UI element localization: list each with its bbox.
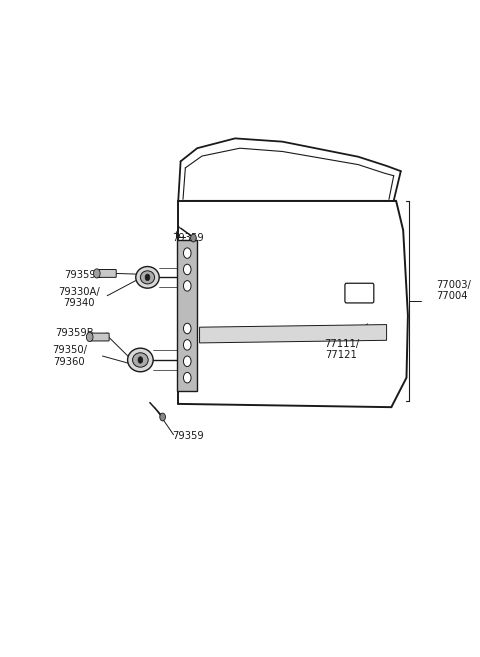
Text: 79359B: 79359B (64, 270, 103, 280)
Ellipse shape (132, 353, 148, 367)
Text: 79359: 79359 (172, 233, 204, 243)
Circle shape (138, 357, 143, 363)
Circle shape (183, 281, 191, 291)
Circle shape (183, 323, 191, 334)
Circle shape (191, 234, 196, 242)
Circle shape (183, 356, 191, 367)
Ellipse shape (140, 271, 155, 284)
FancyBboxPatch shape (91, 333, 109, 341)
Ellipse shape (136, 267, 159, 288)
Text: 79359B: 79359B (55, 328, 94, 338)
Ellipse shape (128, 348, 153, 372)
Text: 79330A/
79340: 79330A/ 79340 (58, 287, 100, 309)
Text: 79350/
79360: 79350/ 79360 (52, 345, 87, 367)
Text: 77003/
77004: 77003/ 77004 (436, 280, 471, 302)
Circle shape (183, 373, 191, 383)
Text: 77111/
77121: 77111/ 77121 (324, 338, 359, 360)
Circle shape (94, 269, 100, 278)
FancyBboxPatch shape (98, 269, 116, 277)
Polygon shape (177, 240, 197, 391)
Circle shape (183, 340, 191, 350)
Circle shape (183, 248, 191, 258)
Circle shape (145, 274, 150, 281)
Circle shape (183, 264, 191, 275)
Circle shape (86, 332, 93, 342)
Polygon shape (200, 325, 386, 343)
FancyBboxPatch shape (345, 283, 374, 303)
Text: 79359: 79359 (172, 431, 204, 441)
Circle shape (160, 413, 166, 421)
